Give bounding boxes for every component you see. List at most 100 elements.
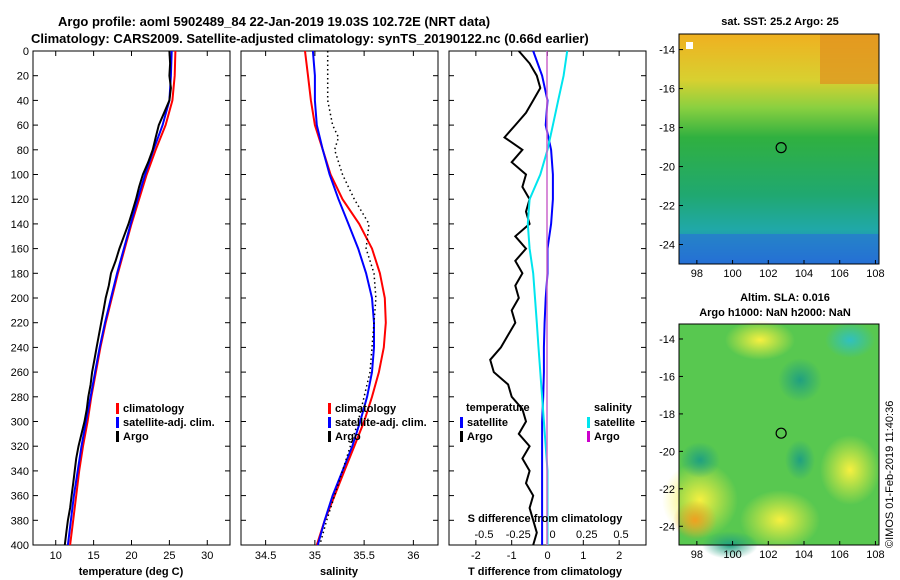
depth-tick-label: 80 — [17, 145, 29, 157]
depth-tick-label: 120 — [11, 194, 29, 206]
depth-tick-label: 100 — [11, 170, 29, 182]
sla-map-title-line1: Altim. SLA: 0.016 — [740, 292, 830, 304]
depth-tick-label: 300 — [11, 417, 29, 429]
top-x-tick-label: 0 — [549, 529, 555, 541]
legend-label-temperature-argo: Argo — [467, 431, 493, 443]
sst-argo-location-marker — [775, 142, 787, 154]
legend-label-argo: Argo — [123, 431, 149, 443]
difference-panel: -2 -1 0 1 2 -0.5 -0.25 0 0.25 0.5 S difference fr… — [448, 50, 647, 578]
salinity-series — [304, 50, 387, 546]
depth-tick-label: 40 — [17, 95, 29, 107]
x-tick-label: 25 — [163, 550, 175, 562]
depth-tick-label: 0 — [23, 46, 29, 58]
sst-missing-pixel — [686, 42, 693, 49]
temperature-xticks: 10 15 20 25 30 — [50, 51, 213, 562]
map-x-tick-label: 100 — [723, 268, 741, 280]
series-line-satellite-adj-clim- — [311, 50, 375, 546]
map-y-tick-label: -18 — [659, 409, 675, 421]
sla-low-blob — [778, 358, 822, 402]
map-y-tick-label: -20 — [659, 162, 675, 174]
difference-top-xlabel: S difference from climatology — [468, 513, 624, 525]
x-tick-label: -1 — [507, 550, 517, 562]
depth-tick-label: 20 — [17, 71, 29, 83]
map-y-tick-label: -24 — [659, 521, 675, 533]
map-x-tick-label: 102 — [759, 549, 777, 561]
sst-map-panel: sat. SST: 25.2 Argo: 25 98 100 102 104 106 10… — [659, 16, 885, 280]
legend-swatch-argo — [116, 431, 119, 442]
salinity-xticks: 34.5 35 35.5 36 — [255, 51, 420, 562]
sla-map-frame — [678, 323, 880, 546]
series-line-temperature-argo — [489, 50, 542, 546]
legend-label-salinity-satellite: satellite — [594, 417, 635, 429]
legend-title-temperature: temperature — [466, 402, 530, 414]
x-tick-label: 2 — [616, 550, 622, 562]
legend-swatch-salinity-argo — [587, 431, 590, 442]
difference-xlabel: T difference from climatology — [468, 566, 623, 578]
depth-tick-label: 340 — [11, 466, 29, 478]
legend-swatch-satellite — [328, 417, 331, 428]
salinity-xlabel: salinity — [320, 566, 359, 578]
difference-xticks: -2 -1 0 1 2 -0.5 -0.25 0 0.25 0.5 — [471, 51, 629, 562]
map-x-tick-label: 98 — [691, 549, 703, 561]
legend-swatch-climatology — [116, 403, 119, 414]
x-tick-label: 35 — [309, 550, 321, 562]
map-y-tick-label: -18 — [659, 123, 675, 135]
depth-tick-label: 240 — [11, 342, 29, 354]
sst-map-title: sat. SST: 25.2 Argo: 25 — [721, 16, 839, 28]
depth-tick-label: 180 — [11, 268, 29, 280]
legend-label-satellite: satellite-adj. clim. — [335, 417, 427, 429]
x-tick-label: 34.5 — [255, 550, 276, 562]
legend-swatch-temperature-satellite — [460, 417, 463, 428]
sst-warm-patch — [820, 34, 879, 84]
map-x-tick-label: 104 — [795, 268, 813, 280]
map-y-tick-label: -14 — [659, 45, 675, 57]
depth-tick-label: 60 — [17, 120, 29, 132]
legend-swatch-salinity-satellite — [587, 417, 590, 428]
temperature-xlabel: temperature (deg C) — [79, 566, 184, 578]
legend-label-temperature-satellite: satellite — [467, 417, 508, 429]
legend-title-salinity: salinity — [594, 402, 633, 414]
x-tick-label: 36 — [407, 550, 419, 562]
series-line-satellite-adj-clim- — [66, 50, 173, 546]
map-x-tick-label: 108 — [866, 549, 884, 561]
map-y-tick-label: -24 — [659, 240, 675, 252]
x-tick-label: -2 — [471, 550, 481, 562]
depth-tick-label: 320 — [11, 441, 29, 453]
map-x-tick-label: 100 — [723, 549, 741, 561]
depth-axis: 0 20 40 60 80 100 120 140 160 180 200 220 240 260 280 3… — [11, 46, 646, 552]
depth-tick-label: 360 — [11, 491, 29, 503]
x-tick-label: 30 — [201, 550, 213, 562]
map-x-tick-label: 98 — [691, 268, 703, 280]
map-y-tick-label: -16 — [659, 371, 675, 383]
sla-map-ticks: 98 100 102 104 106 108 -14 -16 -18 -20 -22 -24 — [659, 334, 885, 561]
map-x-tick-label: 104 — [795, 549, 813, 561]
sla-high-core — [673, 500, 717, 540]
depth-tick-label: 380 — [11, 515, 29, 527]
x-tick-label: 15 — [87, 550, 99, 562]
sst-map-frame — [678, 33, 880, 265]
depth-tick-label: 140 — [11, 219, 29, 231]
series-line-temperature-satellite — [532, 50, 554, 545]
map-y-tick-label: -14 — [659, 334, 675, 346]
sla-map-panel: Altim. SLA: 0.016 Argo h1000: NaN h2000:… — [659, 292, 885, 561]
salinity-panel: 34.5 35 35.5 36 salinity climatology satell… — [240, 50, 439, 578]
x-tick-label: 1 — [580, 550, 586, 562]
sla-high-blob — [725, 320, 795, 360]
top-x-tick-label: 0.5 — [613, 529, 628, 541]
map-y-tick-label: -16 — [659, 84, 675, 96]
series-line-climatology — [304, 50, 387, 546]
depth-tick-label: 220 — [11, 318, 29, 330]
map-x-tick-label: 106 — [831, 268, 849, 280]
map-y-tick-label: -22 — [659, 201, 675, 213]
temperature-plot-frame — [32, 50, 231, 546]
legend-label-salinity-argo: Argo — [594, 431, 620, 443]
difference-series — [489, 50, 569, 546]
map-x-tick-label: 106 — [831, 549, 849, 561]
salinity-legend: climatology satellite-adj. clim. Argo — [328, 403, 427, 443]
map-x-tick-label: 108 — [866, 268, 884, 280]
depth-tick-label: 280 — [11, 392, 29, 404]
legend-swatch-argo — [328, 431, 331, 442]
legend-label-climatology: climatology — [335, 403, 397, 415]
temperature-panel: 10 15 20 25 30 temperature (deg C) climatolo… — [32, 50, 231, 578]
